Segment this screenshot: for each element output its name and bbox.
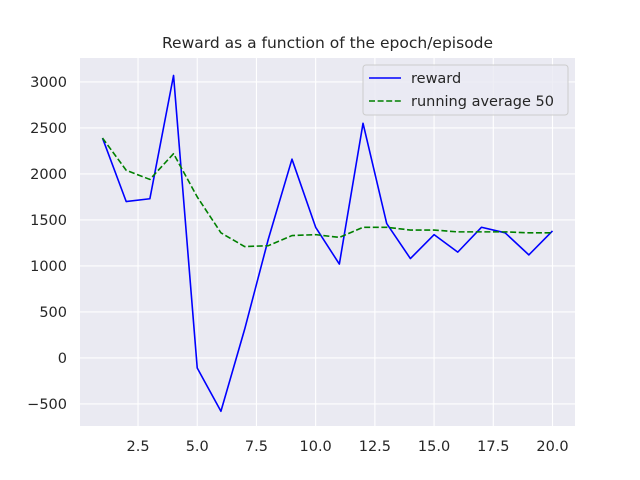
- y-tick-label: 1000: [30, 259, 67, 275]
- y-tick-label: 2500: [30, 121, 67, 137]
- legend: reward running average 50: [362, 64, 569, 116]
- y-tick-label: 0: [58, 351, 67, 367]
- x-tick-label: 2.5: [126, 439, 149, 455]
- y-tick-label: 1500: [30, 213, 67, 229]
- x-tick-label: 7.5: [245, 439, 268, 455]
- x-tick-label: 17.5: [477, 439, 509, 455]
- x-tick-label: 15.0: [418, 439, 450, 455]
- legend-box: [362, 64, 569, 116]
- x-tick-label: 10.0: [300, 439, 332, 455]
- tick-labels: 2.5 5.0 7.5 10.0 12.5 15.0 17.5 20.0 −500 0 500 100…: [27, 75, 568, 455]
- legend-label: running average 50: [411, 94, 554, 110]
- y-tick-label: −500: [27, 397, 67, 413]
- y-tick-label: 3000: [30, 75, 67, 91]
- x-tick-label: 12.5: [359, 439, 391, 455]
- chart-title: Reward as a function of the epoch/episod…: [162, 34, 493, 52]
- x-tick-label: 20.0: [536, 439, 568, 455]
- series-line-running-average: [101, 137, 553, 248]
- plot-area: [80, 58, 575, 426]
- x-tick-label: 5.0: [186, 439, 209, 455]
- legend-label: reward: [411, 71, 461, 87]
- legend-items: reward running average 50: [369, 71, 554, 110]
- y-tick-label: 2000: [30, 167, 67, 183]
- series-lines: [101, 74, 554, 413]
- y-tick-label: 500: [39, 305, 67, 321]
